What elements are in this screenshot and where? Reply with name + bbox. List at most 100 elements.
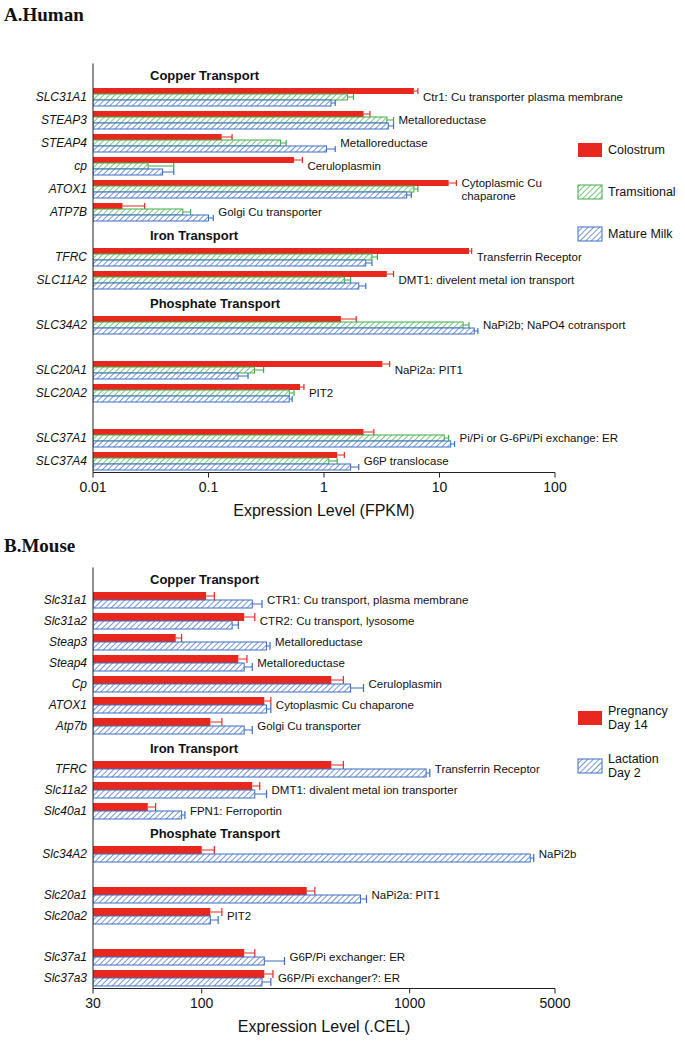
bar [93, 458, 329, 464]
gene-description: Metalloreductase [257, 657, 345, 669]
bar [93, 396, 289, 402]
error-bar [264, 957, 284, 965]
text-line: Cytoplasmic Cu [461, 177, 542, 189]
error-cap [270, 705, 271, 713]
category-label: SLC11A2 [37, 273, 88, 287]
legend-label: Colostrum [608, 143, 665, 157]
error-bar [254, 367, 263, 373]
error-bar [264, 970, 273, 978]
error-cap [393, 271, 394, 277]
error-cap [214, 592, 215, 600]
error-bar [182, 811, 185, 819]
error-bar [364, 429, 374, 435]
bar [93, 146, 326, 152]
error-cap [302, 157, 303, 163]
gene-description: Ceruloplasmin [369, 678, 443, 690]
error-line [206, 595, 214, 596]
error-bar [463, 322, 469, 328]
gene-description: CTR2: Cu transport, lysosome [260, 615, 415, 627]
bar [93, 169, 163, 175]
bar [93, 697, 264, 705]
gene-description: Transferrin Receptor [477, 251, 582, 263]
text-line: Pregnancy [608, 704, 669, 718]
legend-swatch [578, 143, 602, 157]
bar [93, 271, 387, 277]
error-line [210, 919, 218, 920]
text-line: chaparone [461, 190, 515, 202]
error-line [209, 217, 214, 218]
error-cap [269, 642, 270, 650]
x-axis-line [93, 988, 555, 989]
error-bar [474, 328, 478, 334]
error-cap [393, 123, 394, 129]
category-label: Steap4 [49, 656, 87, 670]
error-bar [252, 600, 262, 608]
y-axis-line [93, 64, 94, 473]
error-line [344, 279, 350, 280]
bar [93, 215, 209, 221]
bar [93, 373, 238, 379]
error-cap [247, 373, 248, 379]
bar [93, 203, 122, 209]
error-line [387, 119, 394, 120]
error-bar [148, 803, 156, 811]
error-line [183, 211, 191, 212]
gene-description: G6P/Pi exchanger: ER [289, 951, 405, 963]
error-bar [232, 621, 238, 629]
bar [93, 441, 451, 447]
error-cap [270, 697, 271, 705]
bar [93, 111, 364, 117]
gene-description: Transferrin Receptor [435, 763, 540, 775]
category-label: Slc34A2 [42, 847, 87, 861]
category-label: Slc37a1 [44, 950, 87, 964]
bar [93, 100, 331, 106]
bar [93, 209, 183, 215]
error-bar [331, 676, 343, 684]
error-cap [335, 100, 336, 106]
error-bar [444, 435, 448, 441]
error-cap [263, 367, 264, 373]
gene-description: Metalloreductase [399, 114, 487, 126]
bar [93, 803, 148, 811]
bar [93, 157, 294, 163]
error-line [294, 159, 302, 160]
error-line [264, 700, 271, 701]
bar [93, 726, 244, 734]
category-label: STEAP4 [41, 136, 87, 150]
bar [93, 328, 474, 334]
error-bar [206, 592, 214, 600]
category-label: SLC20A2 [36, 386, 88, 400]
error-bar [244, 613, 255, 621]
error-bar [407, 192, 412, 198]
bar [93, 361, 382, 367]
error-cap [448, 435, 449, 441]
legend-swatch [578, 759, 602, 773]
bar [93, 163, 148, 169]
category-label: STEAP3 [41, 113, 87, 127]
category-label: TFRC [55, 762, 87, 776]
panel-title: B.Mouse [4, 535, 75, 556]
tick-mark [439, 473, 440, 478]
error-line [280, 142, 286, 143]
error-cap [371, 260, 372, 266]
error-line [252, 785, 259, 786]
gene-description: Golgi Cu transporter [218, 206, 322, 218]
gene-description: NaPi2a: PIT1 [371, 889, 439, 901]
bar [93, 260, 366, 266]
error-cap [417, 88, 418, 94]
bar [93, 663, 244, 671]
gene-description: Metalloreductase [275, 636, 363, 648]
error-line [176, 637, 182, 638]
bar [93, 790, 255, 798]
error-bar [449, 180, 457, 186]
error-line [337, 454, 344, 455]
error-line [163, 171, 174, 172]
error-bar [238, 373, 248, 379]
tick-mark [555, 989, 556, 994]
bar [93, 435, 444, 441]
bar [93, 248, 469, 254]
error-cap [270, 978, 271, 986]
error-bar [202, 846, 215, 854]
error-cap [393, 117, 394, 123]
axis-title: Expression Level (FPKM) [233, 502, 414, 519]
